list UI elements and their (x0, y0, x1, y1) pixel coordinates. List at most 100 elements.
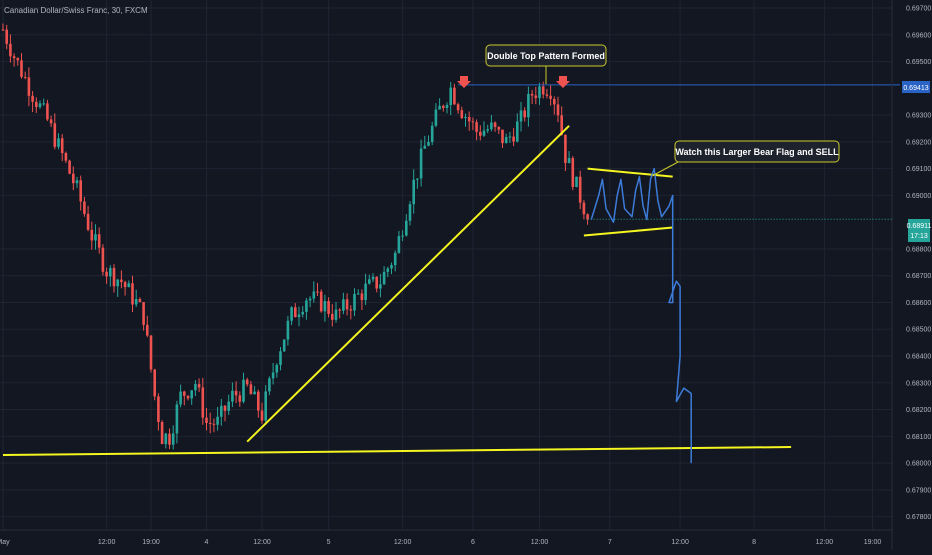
candle-body (194, 384, 197, 391)
candle-body (175, 404, 179, 434)
svg-text:0.69413: 0.69413 (903, 85, 928, 92)
candle-body (9, 43, 12, 57)
candle-body (423, 145, 427, 149)
candle-body (497, 126, 501, 130)
x-tick-label: 19:00 (864, 539, 882, 546)
trendline-support[interactable] (2, 446, 792, 457)
candle-body (334, 309, 338, 320)
projected-price-path[interactable] (590, 167, 692, 464)
candle-body (541, 86, 545, 95)
trendline-flag-bottom[interactable] (583, 226, 673, 237)
candle-body (286, 320, 290, 340)
candle-body (57, 138, 60, 147)
candle-body (86, 213, 90, 230)
candle-body (393, 252, 397, 266)
candle-body (190, 390, 193, 399)
candle-body (586, 214, 589, 220)
candle-body (375, 276, 378, 289)
candle-body (134, 299, 138, 305)
candle-body (179, 391, 182, 405)
candle-body (68, 160, 71, 174)
double-top-label: Double Top Pattern Formed (487, 51, 605, 61)
candle-body (275, 364, 279, 373)
candle-body (120, 279, 123, 282)
candle-body (401, 235, 404, 237)
candle-body (60, 138, 64, 154)
candle-body (157, 396, 160, 423)
candle-body (220, 405, 223, 417)
candle-body (338, 309, 341, 311)
y-tick-label: 0.69500 (906, 59, 931, 66)
y-tick-label: 0.69700 (906, 6, 931, 13)
candle-body (97, 234, 101, 248)
candle-body (475, 122, 478, 132)
level-price-badge: 0.69413 (902, 81, 930, 93)
x-tick-label: May (0, 539, 10, 546)
candle-body (345, 299, 349, 310)
candle-body (445, 104, 449, 109)
candle-body (553, 98, 556, 105)
candle-body (1, 29, 5, 31)
candle-body (46, 103, 49, 120)
candle-body (353, 293, 356, 311)
x-tick-label: 12:00 (253, 539, 271, 546)
x-tick-label: 4 (205, 539, 209, 546)
y-tick-label: 0.69200 (906, 139, 931, 146)
x-tick-label: 19:00 (142, 539, 160, 546)
x-tick-label: 12:00 (98, 539, 116, 546)
candle-body (301, 311, 304, 315)
trendline-rising-trend[interactable] (246, 125, 570, 443)
candle-body (331, 313, 334, 320)
candle-body (397, 236, 401, 253)
candle-body (12, 56, 16, 59)
candle-body (231, 390, 234, 402)
candle-body (460, 110, 464, 119)
candle-body (564, 134, 567, 164)
candle-body (16, 58, 20, 61)
candle-body (249, 384, 253, 395)
candle-body (297, 314, 301, 318)
x-tick-label: 12:00 (816, 539, 834, 546)
candle-body (427, 141, 430, 146)
candle-body (538, 86, 541, 99)
candle-body (486, 129, 489, 131)
candle-body (127, 283, 131, 288)
candle-body (290, 307, 293, 321)
candle-body (38, 103, 42, 108)
candle-body (479, 131, 482, 136)
y-tick-label: 0.68200 (906, 407, 931, 414)
candle-body (142, 302, 145, 325)
double-top-callout: Double Top Pattern Formed (485, 44, 607, 84)
candle-body (349, 309, 353, 311)
x-tick-label: 5 (327, 539, 331, 546)
candle-body (79, 180, 82, 202)
candle-body (342, 299, 345, 311)
candle-body (171, 433, 175, 445)
candle-body (94, 234, 97, 241)
candle-body (109, 267, 112, 277)
candle-body (578, 176, 582, 203)
y-tick-label: 0.69300 (906, 113, 931, 120)
candle-body (434, 109, 438, 126)
candle-body (23, 76, 27, 78)
y-tick-label: 0.68600 (906, 300, 931, 307)
candle-body (146, 324, 149, 336)
candle-body (442, 105, 445, 109)
candle-body (271, 372, 275, 379)
bear-flag-label: Watch this Larger Bear Flag and SELL (675, 147, 839, 157)
candle-body (556, 104, 560, 116)
y-tick-label: 0.69600 (906, 32, 931, 39)
candle-body (323, 301, 327, 312)
candle-body (508, 136, 512, 138)
candle-body (268, 378, 271, 392)
trendline-flag-top[interactable] (587, 167, 673, 178)
candle-body (419, 148, 423, 179)
candle-body (183, 391, 186, 396)
candle-body (405, 220, 408, 236)
candle-body (238, 395, 242, 402)
candle-body (308, 298, 312, 301)
candle-body (160, 422, 164, 445)
